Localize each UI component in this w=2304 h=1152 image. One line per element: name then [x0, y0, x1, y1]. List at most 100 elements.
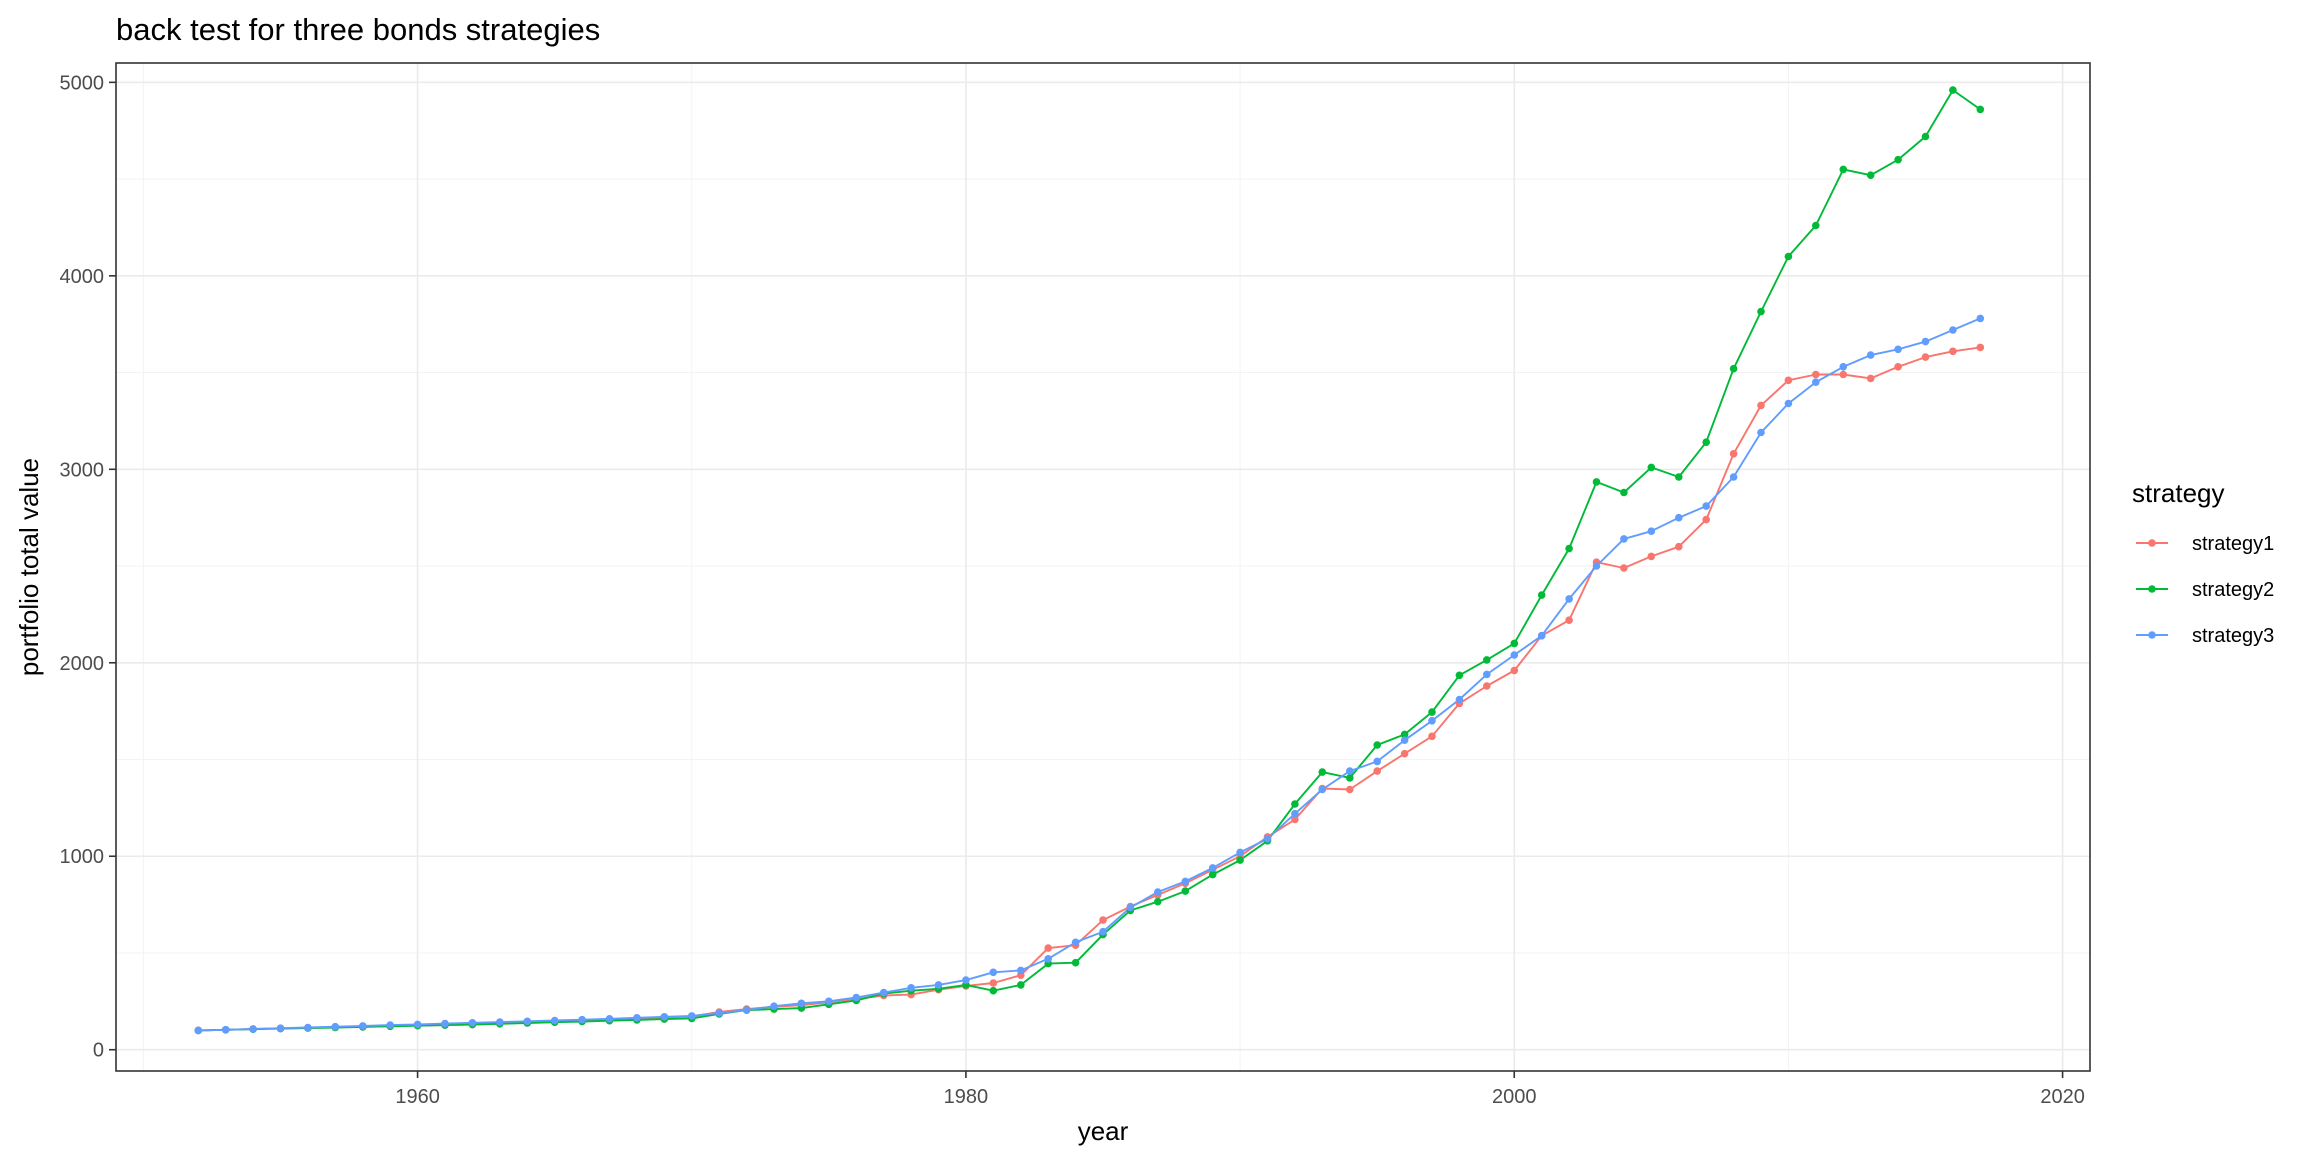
- data-point-strategy2: [1565, 544, 1573, 553]
- data-point-strategy3: [1483, 670, 1491, 679]
- y-axis-title: portfolio total value: [14, 458, 44, 676]
- data-point-strategy2: [1236, 856, 1244, 864]
- legend-items: strategy1 strategy2 strategy3: [2136, 533, 2274, 647]
- data-point-strategy3: [770, 1002, 778, 1010]
- data-point-strategy3: [1181, 877, 1190, 886]
- data-point-strategy3: [1675, 513, 1683, 522]
- data-point-strategy3: [304, 1023, 312, 1032]
- data-point-strategy3: [1866, 351, 1875, 359]
- data-point-strategy3: [1976, 314, 1985, 323]
- data-point-strategy3: [852, 993, 861, 1002]
- data-point-strategy2: [1675, 473, 1683, 481]
- series-group: [198, 89, 1981, 1032]
- data-point-strategy3: [331, 1022, 340, 1031]
- legend-label-strategy2: strategy2: [2192, 579, 2274, 601]
- data-point-strategy1: [1702, 515, 1710, 524]
- data-point-strategy3: [1647, 527, 1656, 535]
- data-point-strategy3: [688, 1012, 696, 1020]
- data-point-strategy1: [1839, 370, 1848, 379]
- data-point-strategy2: [1921, 132, 1930, 141]
- data-point-strategy1: [1757, 401, 1765, 410]
- data-point-strategy3: [989, 968, 998, 977]
- data-point-strategy3: [879, 988, 888, 997]
- data-point-strategy1: [1400, 749, 1409, 758]
- data-point-strategy3: [1729, 473, 1738, 481]
- x-axis: 1960 1980 2000 2020: [395, 1071, 2085, 1108]
- data-point-strategy3: [742, 1006, 751, 1014]
- data-point-strategy2: [1400, 730, 1409, 739]
- data-point-strategy2: [1976, 105, 1985, 114]
- points-group: [194, 86, 1985, 1035]
- y-tick-label: 4000: [60, 266, 105, 288]
- data-point-strategy1: [1483, 682, 1491, 690]
- data-point-strategy2: [1784, 252, 1793, 261]
- y-tick-label: 3000: [60, 459, 105, 481]
- data-point-strategy2: [1592, 478, 1601, 486]
- data-point-strategy3: [633, 1014, 641, 1022]
- data-point-strategy1: [1346, 785, 1354, 794]
- series-line-strategy3: [198, 317, 1981, 1032]
- gridlines: [116, 63, 2090, 1071]
- data-point-strategy3: [1894, 345, 1902, 354]
- legend-key-point-strategy3: [2148, 631, 2156, 639]
- data-point-strategy1: [1647, 552, 1656, 561]
- data-point-strategy3: [194, 1026, 203, 1035]
- data-point-strategy2: [1757, 307, 1765, 316]
- data-point-strategy3: [1702, 502, 1710, 510]
- data-point-strategy2: [1949, 86, 1957, 94]
- data-point-strategy2: [1318, 768, 1327, 776]
- data-point-strategy3: [441, 1019, 449, 1028]
- data-point-strategy3: [1949, 326, 1957, 334]
- data-point-strategy3: [276, 1024, 285, 1032]
- x-tick-label: 1960: [395, 1086, 440, 1108]
- data-point-strategy3: [1346, 767, 1354, 775]
- data-point-strategy3: [1812, 378, 1820, 387]
- data-point-strategy3: [825, 997, 833, 1006]
- data-point-strategy2: [1208, 870, 1217, 879]
- data-point-strategy3: [1565, 595, 1573, 603]
- series-line-strategy1: [198, 346, 1981, 1032]
- data-point-strategy3: [1044, 955, 1052, 963]
- data-point-strategy2: [1866, 171, 1875, 179]
- data-point-strategy3: [1921, 337, 1930, 346]
- data-point-strategy2: [989, 986, 998, 995]
- data-point-strategy2: [1894, 155, 1902, 164]
- data-point-strategy2: [1071, 958, 1080, 967]
- data-point-strategy1: [1894, 363, 1902, 371]
- data-point-strategy3: [468, 1019, 477, 1027]
- data-point-strategy3: [386, 1021, 395, 1029]
- data-point-strategy3: [523, 1017, 532, 1026]
- data-point-strategy2: [1510, 639, 1519, 648]
- data-point-strategy3: [1208, 864, 1217, 872]
- data-point-strategy3: [1455, 695, 1464, 704]
- data-point-strategy3: [934, 981, 943, 989]
- legend-label-strategy3: strategy3: [2192, 625, 2274, 647]
- data-point-strategy1: [1099, 916, 1107, 924]
- data-point-strategy2: [1620, 488, 1628, 497]
- data-point-strategy3: [1510, 651, 1519, 659]
- data-point-strategy2: [1017, 981, 1025, 989]
- data-point-strategy3: [1154, 888, 1162, 896]
- data-point-strategy3: [221, 1026, 230, 1034]
- data-point-strategy1: [1044, 944, 1052, 952]
- data-point-strategy1: [1976, 343, 1985, 352]
- data-point-strategy2: [1373, 741, 1381, 749]
- data-point-strategy3: [1839, 363, 1848, 371]
- data-point-strategy3: [1017, 966, 1025, 975]
- data-point-strategy1: [1510, 666, 1519, 675]
- y-tick-label: 0: [93, 1040, 104, 1062]
- series-line-strategy2: [198, 89, 1981, 1032]
- data-point-strategy3: [1099, 927, 1107, 936]
- data-point-strategy3: [1373, 757, 1381, 766]
- legend: strategy strategy1 strategy2 strategy3: [2132, 478, 2274, 647]
- data-point-strategy3: [797, 999, 806, 1008]
- data-point-strategy3: [660, 1013, 669, 1021]
- data-point-strategy2: [1346, 774, 1354, 782]
- data-point-strategy3: [413, 1020, 422, 1029]
- data-point-strategy2: [1483, 656, 1491, 664]
- data-point-strategy3: [1291, 809, 1299, 818]
- data-point-strategy1: [1866, 374, 1875, 383]
- data-point-strategy3: [715, 1009, 723, 1017]
- y-tick-label: 5000: [60, 72, 105, 94]
- data-point-strategy3: [359, 1022, 367, 1030]
